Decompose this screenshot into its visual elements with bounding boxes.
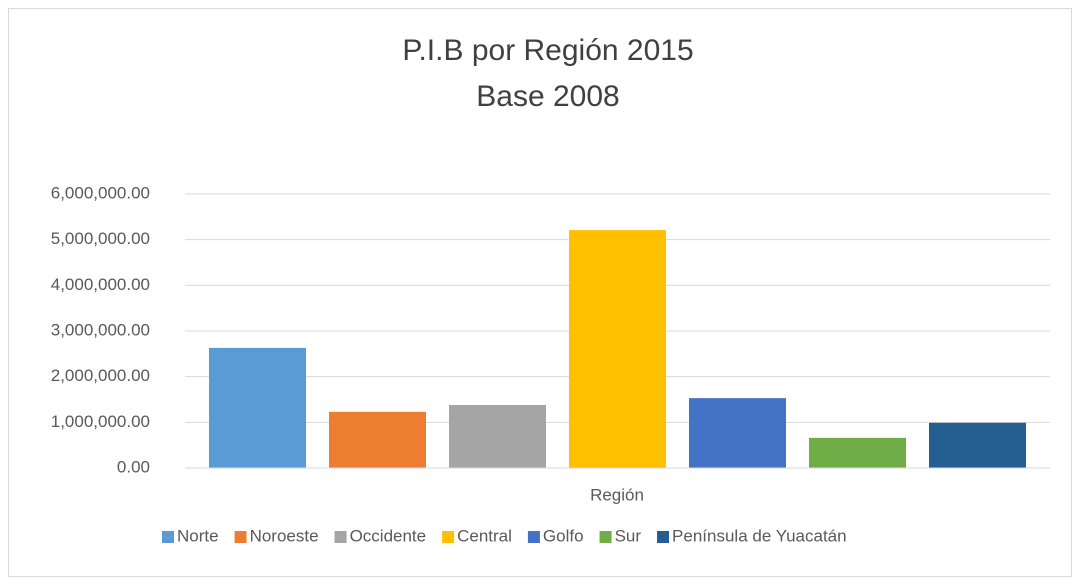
legend-label: Noroeste [250,526,319,545]
chart-title: P.I.B por Región 2015 [402,34,693,67]
y-tick-label: 3,000,000.00 [51,320,150,339]
legend-swatch [657,531,670,543]
y-tick-label: 0.00 [117,457,150,476]
y-tick-label: 2,000,000.00 [51,366,150,385]
legend-swatch [162,531,174,543]
bar [929,422,1026,468]
legend-label: Península de Yuacatán [672,526,847,545]
bar [209,347,306,468]
bar [809,437,906,468]
y-tick-label: 4,000,000.00 [51,275,150,294]
bar [449,404,546,468]
legend-label: Central [457,526,512,545]
bar [329,411,426,468]
y-tick-label: 5,000,000.00 [51,229,150,248]
legend-label: Norte [177,526,219,545]
legend-swatch [442,531,455,543]
y-tick-label: 6,000,000.00 [51,183,150,202]
legend-swatch [334,531,347,543]
x-axis-label: Región [590,485,644,504]
chart-subtitle: Base 2008 [476,80,619,113]
legend-label: Occidente [350,526,427,545]
legend-label: Golfo [543,526,584,545]
legend-swatch [599,531,612,543]
legend-label: Sur [615,526,642,545]
y-tick-label: 1,000,000.00 [51,412,150,431]
legend-swatch [234,531,247,543]
chart-border [8,8,1072,577]
legend-swatch [527,531,540,543]
bar [689,398,786,468]
bar [569,230,666,468]
